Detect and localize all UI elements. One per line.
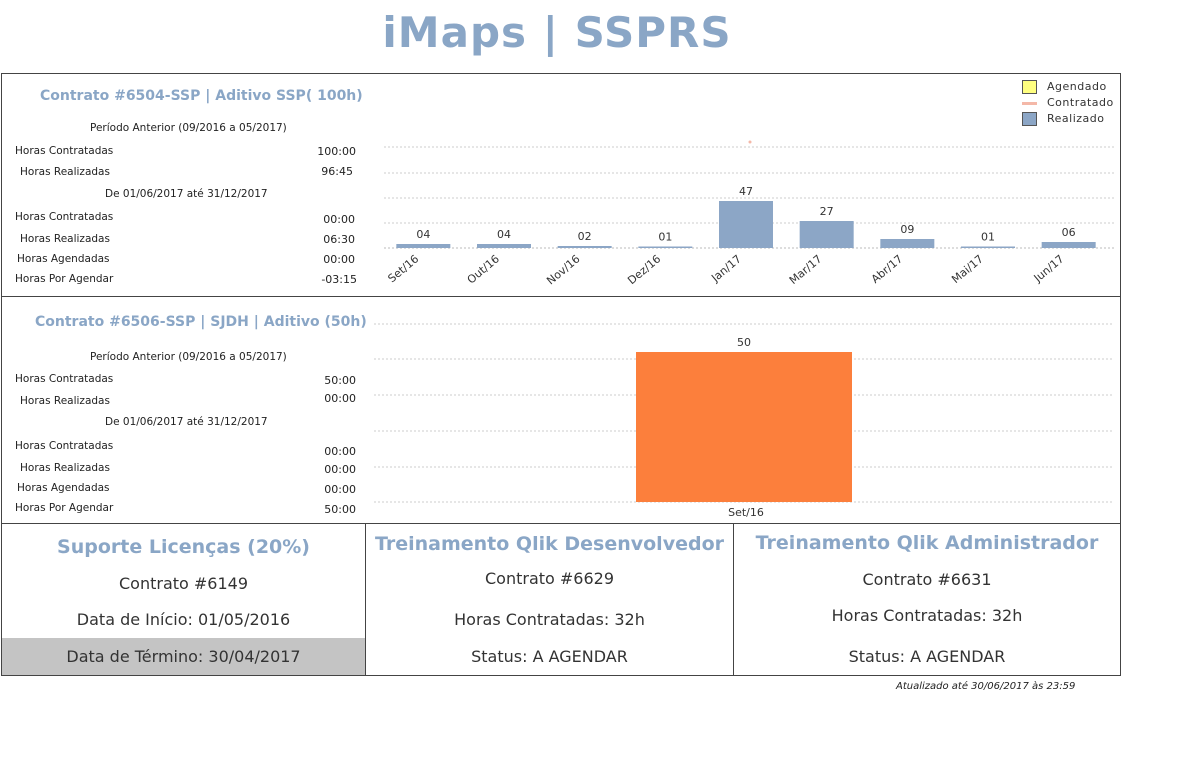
x-tick-label: Jun/17 [1031, 252, 1067, 285]
stat-value: 00:00 [323, 213, 355, 226]
stat-label: Horas Realizadas [20, 166, 110, 178]
card-suporte-licencas: Suporte Licenças (20%) Contrato #6149 Da… [1, 523, 366, 676]
card-contract-number: Contrato #6629 [484, 569, 615, 588]
legend-label: Agendado [1047, 80, 1107, 93]
legend-label: Realizado [1047, 112, 1105, 125]
stat-value: 00:00 [324, 445, 356, 458]
stat-label: Horas Realizadas [20, 462, 110, 474]
contract-title: Contrato #6504-SSP | Aditivo SSP( 100h) [40, 88, 363, 104]
stat-label: Horas Por Agendar [15, 502, 114, 514]
stat-value: 50:00 [324, 374, 356, 387]
contract-title: Contrato #6506-SSP | SJDH | Aditivo (50h… [35, 314, 367, 330]
bar-value-label: 01 [981, 231, 995, 244]
card-contract-number: Contrato #6149 [118, 574, 249, 593]
card-treinamento-desenvolvedor: Treinamento Qlik Desenvolvedor Contrato … [365, 523, 734, 676]
card-contract-number: Contrato #6631 [862, 570, 992, 589]
bar-value-label: 27 [820, 205, 834, 218]
x-tick-label: Mai/17 [949, 252, 986, 286]
bar [557, 246, 612, 248]
period-cur-label: De 01/06/2017 até 31/12/2017 [105, 416, 268, 428]
stat-label: Horas Agendadas [17, 482, 110, 494]
card-title: Treinamento Qlik Desenvolvedor [374, 533, 724, 555]
stat-label: Horas Realizadas [20, 395, 110, 407]
stat-value: 00:00 [324, 463, 356, 476]
stat-label: Horas Contratadas [15, 373, 114, 385]
bar [961, 246, 1015, 248]
bar-value-label: 04 [416, 228, 430, 241]
period-prev-label: Período Anterior (09/2016 a 05/2017) [90, 122, 287, 134]
legend-swatch [1022, 112, 1037, 126]
bar-value-label: 06 [1062, 226, 1076, 239]
legend-swatch [1022, 80, 1037, 94]
legend-swatch [1022, 102, 1037, 105]
card-hours: Horas Contratadas: 32h [454, 610, 645, 629]
x-tick-label: Set/16 [385, 252, 421, 285]
stat-label: Horas Contratadas [15, 440, 114, 452]
stat-label: Horas Contratadas [15, 211, 114, 223]
x-tick-label: Dez/16 [625, 252, 663, 287]
card-start-date: Data de Início: 01/05/2016 [76, 610, 291, 629]
x-tick-label: Mar/17 [787, 252, 825, 287]
x-tick-label: Abr/17 [869, 252, 905, 286]
card-title: Treinamento Qlik Administrador [755, 532, 1099, 554]
bar-value-label: 02 [578, 230, 592, 243]
bar [396, 244, 451, 248]
card-status: Status: A AGENDAR [471, 647, 628, 666]
bar [799, 221, 854, 248]
stat-value: 96:45 [321, 165, 353, 178]
bar-value-label: 01 [658, 231, 672, 244]
bar-value-label: 09 [900, 223, 914, 236]
card-treinamento-administrador: Treinamento Qlik Administrador Contrato … [733, 523, 1121, 676]
x-tick-label: Out/16 [465, 252, 502, 286]
stat-value: 50:00 [324, 503, 356, 516]
chart-realizado: 04 Set/16 04 Out/16 02 Nov/16 01 Dez/16 47 Jan/17… [384, 140, 1114, 287]
bar-value-label: 47 [739, 185, 753, 198]
x-tick-label: Set/16 [728, 506, 764, 519]
stat-value: 00:00 [324, 392, 356, 405]
app-title: iMaps | SSPRS [382, 8, 732, 57]
stat-label: Horas Agendadas [17, 253, 110, 265]
contract-panel-6504 [1, 73, 1121, 297]
bar [1041, 242, 1096, 248]
stat-value: 00:00 [323, 253, 355, 266]
contratado-marker [748, 140, 752, 144]
period-cur-label: De 01/06/2017 até 31/12/2017 [105, 188, 268, 200]
period-prev-label: Período Anterior (09/2016 a 05/2017) [90, 351, 287, 363]
bar [636, 352, 852, 502]
stat-value: -03:15 [321, 273, 357, 286]
end-date-highlight [2, 638, 365, 675]
bar [638, 246, 693, 248]
bar-value-label: 50 [737, 336, 751, 349]
bar [719, 201, 773, 248]
stat-label: Horas Contratadas [15, 145, 114, 157]
card-end-date: Data de Término: 30/04/2017 [66, 647, 301, 666]
stat-value: 06:30 [323, 233, 355, 246]
stat-label: Horas Por Agendar [15, 273, 114, 285]
chart-contratado: 50 Set/16 [374, 323, 1112, 519]
stat-label: Horas Realizadas [20, 233, 110, 245]
bar [477, 244, 531, 248]
bar-value-label: 04 [497, 228, 511, 241]
card-title: Suporte Licenças (20%) [57, 536, 310, 558]
x-tick-label: Jan/17 [708, 252, 744, 285]
bar [880, 239, 935, 248]
stat-value: 00:00 [324, 483, 356, 496]
x-tick-label: Nov/16 [544, 252, 582, 287]
updated-timestamp: Atualizado até 30/06/2017 às 23:59 [896, 681, 1076, 692]
card-hours: Horas Contratadas: 32h [831, 606, 1023, 625]
legend-label: Contratado [1047, 96, 1114, 109]
card-status: Status: A AGENDAR [848, 647, 1006, 666]
stat-value: 100:00 [317, 145, 356, 158]
